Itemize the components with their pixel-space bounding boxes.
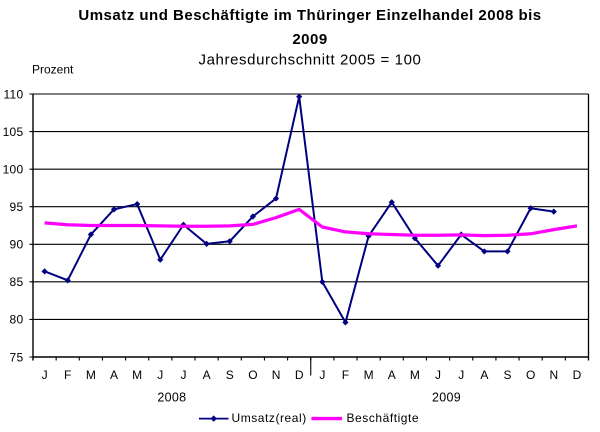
svg-text:Umsatz(real): Umsatz(real) [232,411,307,425]
svg-text:S: S [226,368,234,382]
svg-text:105: 105 [3,125,24,139]
svg-text:Prozent: Prozent [32,63,74,77]
svg-text:Beschäftigte: Beschäftigte [347,411,420,425]
svg-text:D: D [295,368,304,382]
svg-text:A: A [388,368,396,382]
svg-text:Jahresdurchschnitt 2005 = 100: Jahresdurchschnitt 2005 = 100 [199,52,422,69]
svg-text:A: A [203,368,211,382]
svg-text:J: J [458,368,464,382]
svg-text:D: D [573,368,582,382]
svg-text:J: J [435,368,441,382]
svg-text:90: 90 [10,238,24,252]
svg-text:75: 75 [10,350,24,364]
svg-text:F: F [342,368,349,382]
svg-text:Umsatz und Beschäftigte im Thü: Umsatz und Beschäftigte im Thüringer Ein… [78,7,541,24]
svg-text:S: S [503,368,511,382]
svg-text:110: 110 [3,87,23,101]
svg-text:F: F [64,368,71,382]
svg-text:80: 80 [10,313,24,327]
svg-text:100: 100 [3,162,24,176]
svg-text:M: M [86,368,96,382]
svg-text:O: O [248,368,257,382]
svg-text:2009: 2009 [292,31,327,48]
svg-text:N: N [272,368,281,382]
svg-text:M: M [364,368,374,382]
svg-text:A: A [110,368,118,382]
svg-text:85: 85 [10,275,24,289]
svg-text:M: M [132,368,142,382]
svg-text:N: N [549,368,558,382]
svg-text:J: J [180,368,186,382]
svg-text:M: M [410,368,420,382]
svg-text:A: A [480,368,488,382]
svg-text:95: 95 [10,200,24,214]
svg-text:J: J [157,368,163,382]
svg-text:2009: 2009 [432,391,461,405]
svg-text:J: J [319,368,325,382]
svg-text:O: O [526,368,535,382]
svg-text:J: J [42,368,48,382]
svg-text:2008: 2008 [157,391,186,405]
